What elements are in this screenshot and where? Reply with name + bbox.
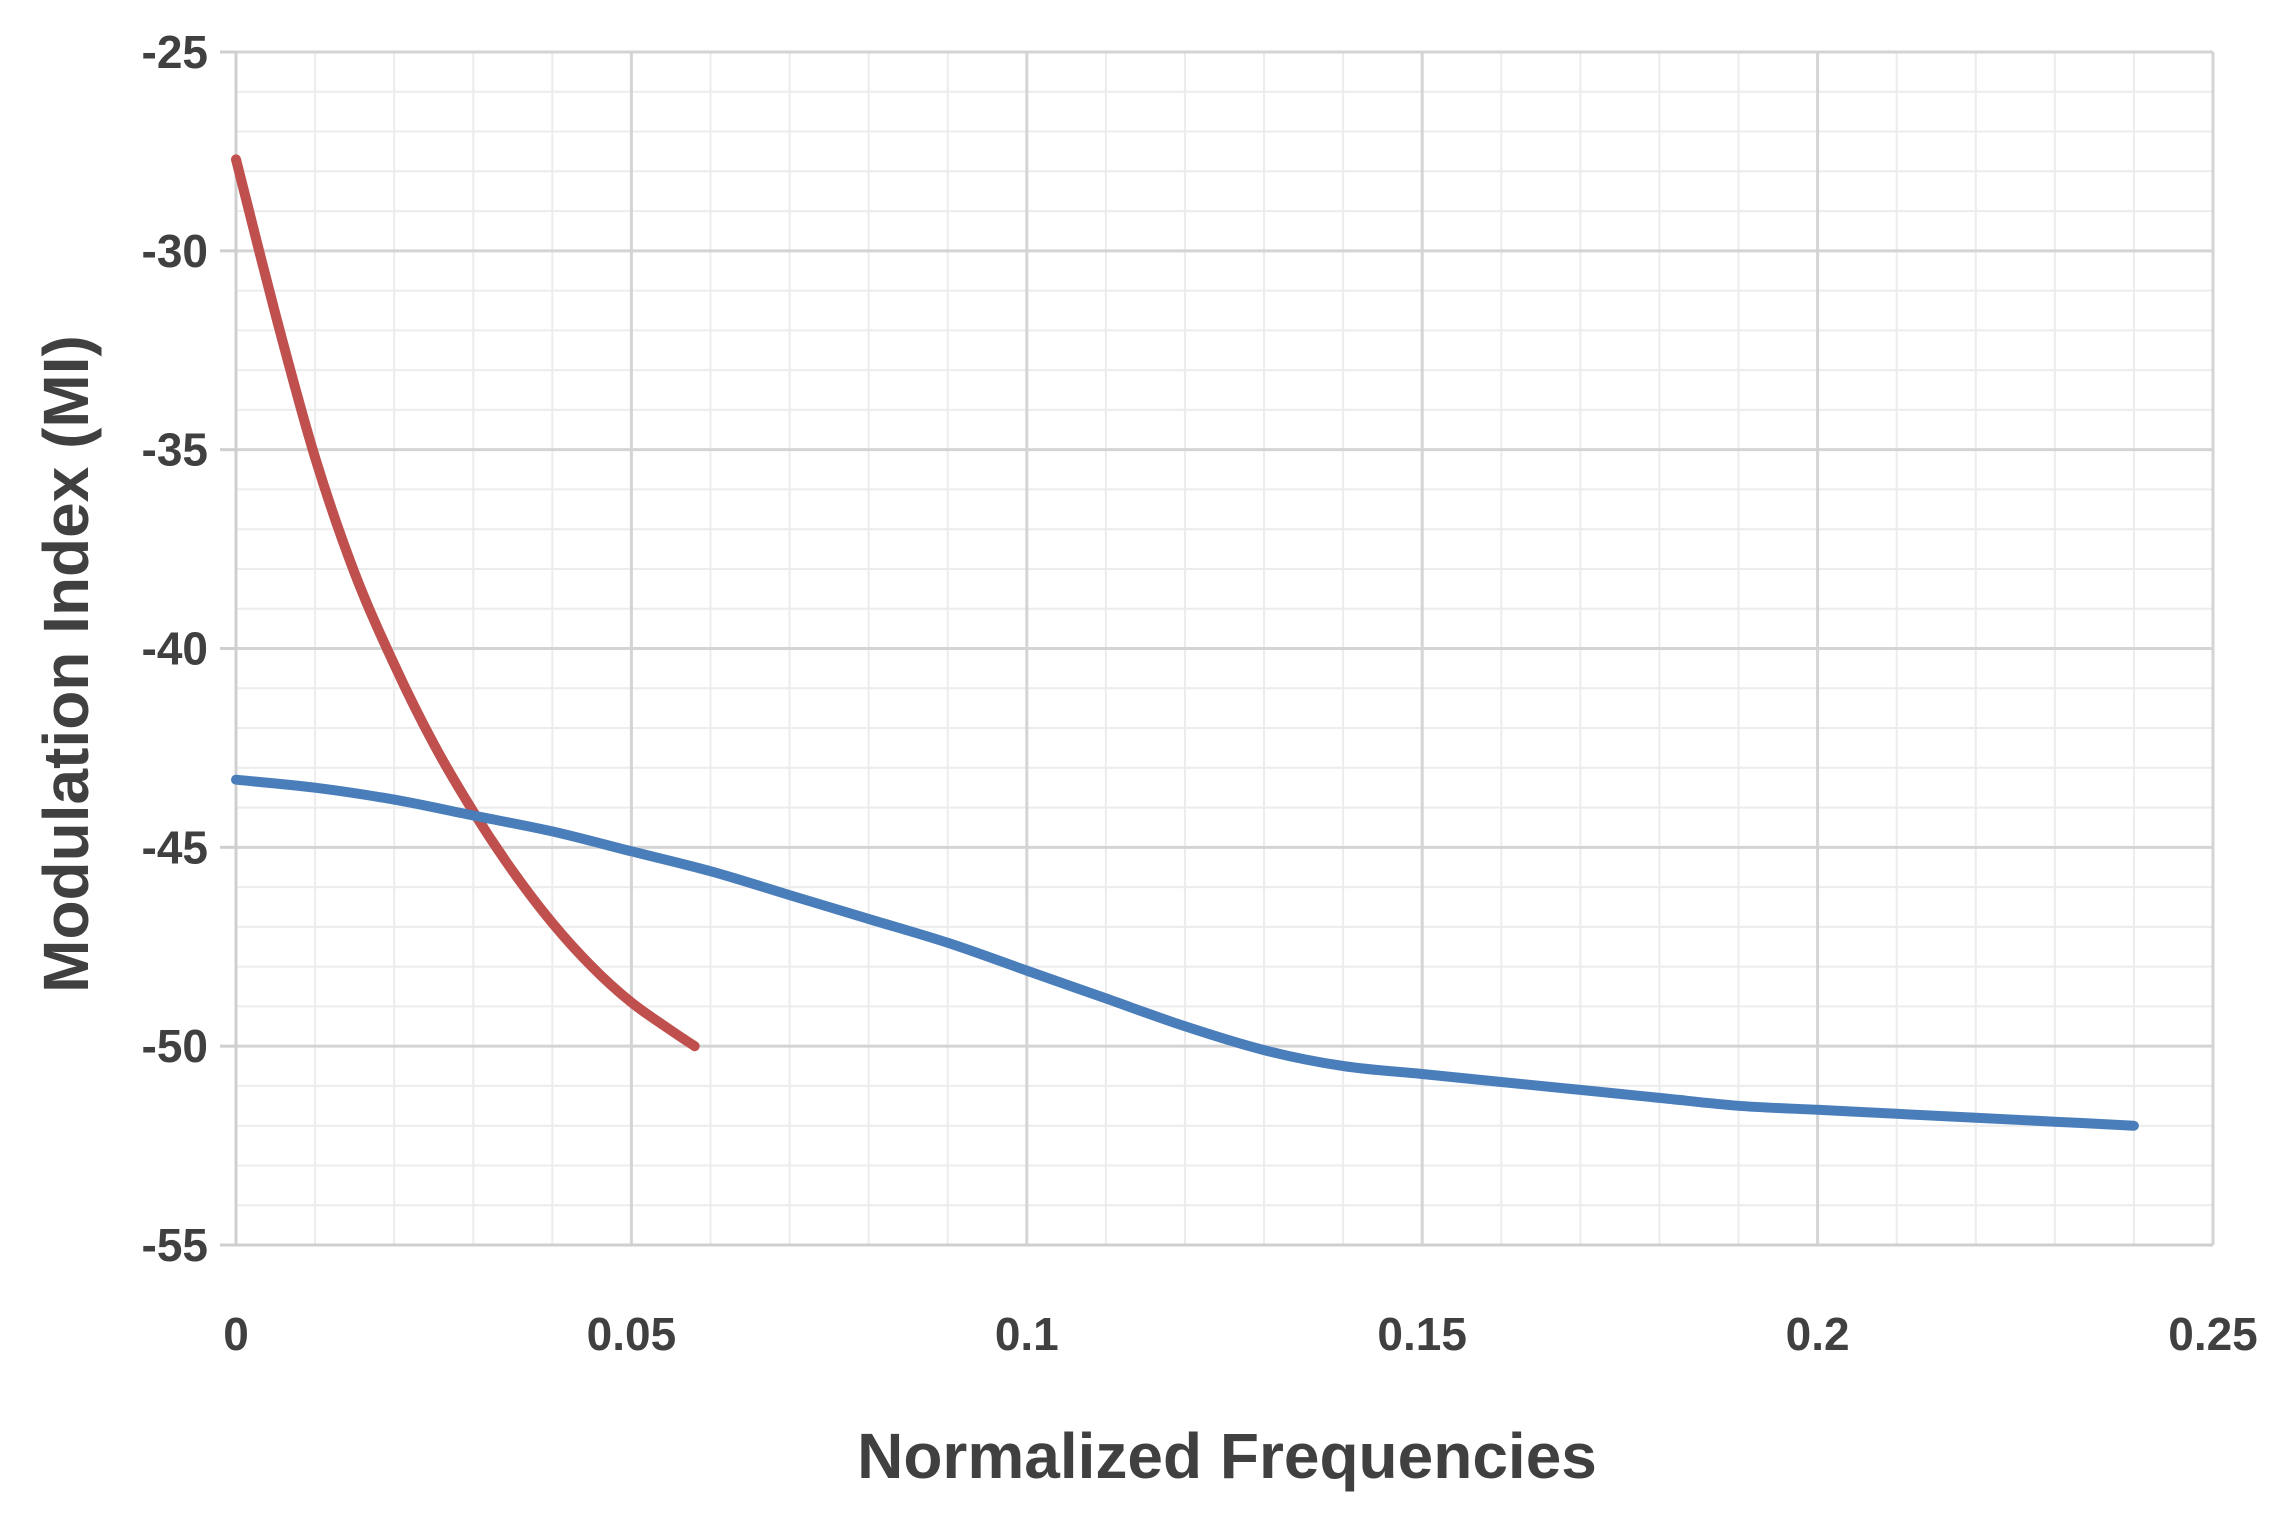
x-tick-label: 0.2	[1786, 1308, 1850, 1360]
x-tick-label: 0	[223, 1308, 249, 1360]
x-tick-label: 0.05	[587, 1308, 677, 1360]
x-axis-title: Normalized Frequencies	[857, 1420, 1597, 1492]
series-line-blue	[231, 774, 2139, 1131]
y-tick-label: -35	[142, 424, 208, 476]
y-tick-label: -30	[142, 225, 208, 277]
x-tick-label: 0.1	[995, 1308, 1059, 1360]
y-tick-label: -50	[142, 1020, 208, 1072]
y-tick-label: -55	[142, 1219, 208, 1271]
y-tick-labels: -25 -30 -35 -40 -45 -50 -55	[142, 26, 208, 1271]
x-tick-label: 0.25	[2168, 1308, 2258, 1360]
axes	[220, 50, 2213, 1247]
major-gridlines	[234, 50, 2215, 1247]
series-line-red	[231, 154, 700, 1052]
y-tick-label: -25	[142, 26, 208, 78]
y-axis-title: Modulation Index (MI)	[30, 335, 102, 993]
series-layer	[231, 154, 2139, 1131]
y-tick-label: -40	[142, 623, 208, 675]
x-tick-labels: 0 0.05 0.1 0.15 0.2 0.25	[223, 1308, 2258, 1360]
y-tick-label: -45	[142, 821, 208, 873]
x-tick-label: 0.15	[1377, 1308, 1467, 1360]
